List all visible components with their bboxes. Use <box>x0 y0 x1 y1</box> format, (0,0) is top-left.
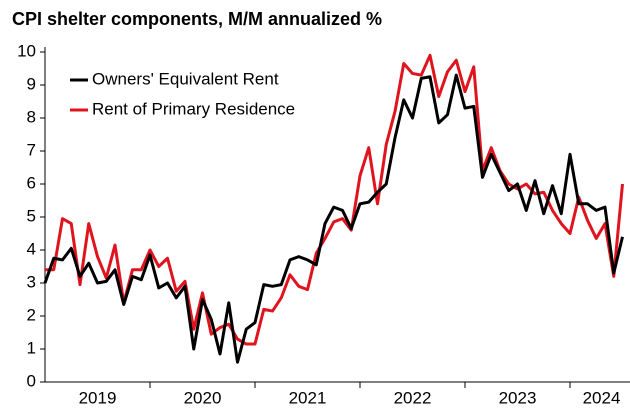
y-tick-label: 5 <box>27 206 36 225</box>
y-tick-label: 2 <box>27 305 36 324</box>
x-tick-label: 2020 <box>184 388 222 407</box>
legend-label: Owners' Equivalent Rent <box>92 69 279 88</box>
y-tick-label: 4 <box>27 239 36 258</box>
x-tick-label: 2023 <box>499 388 537 407</box>
series-line <box>43 73 624 364</box>
y-tick-label: 9 <box>27 74 36 93</box>
y-tick-label: 10 <box>17 41 36 60</box>
x-tick-label: 2024 <box>583 388 621 407</box>
legend-label: Rent of Primary Residence <box>92 99 295 118</box>
y-tick-label: 7 <box>27 140 36 159</box>
chart-title: CPI shelter components, M/M annualized % <box>12 9 382 29</box>
y-tick-label: 8 <box>27 107 36 126</box>
y-tick-label: 1 <box>27 338 36 357</box>
y-tick-label: 0 <box>27 371 36 390</box>
y-tick-label: 3 <box>27 272 36 291</box>
x-tick-label: 2022 <box>394 388 432 407</box>
series-line <box>45 53 624 346</box>
x-tick-label: 2019 <box>79 388 117 407</box>
x-tick-label: 2021 <box>289 388 327 407</box>
y-tick-label: 6 <box>27 173 36 192</box>
